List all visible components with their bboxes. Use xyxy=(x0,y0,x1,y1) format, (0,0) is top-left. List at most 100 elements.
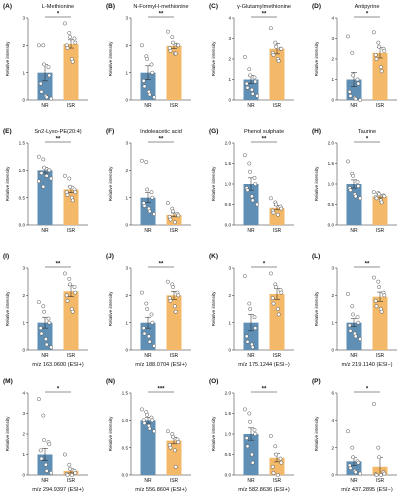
y-tick-label: 2 xyxy=(22,293,25,298)
y-tick-label: 1 xyxy=(22,452,25,457)
y-tick-label: 0.5 xyxy=(225,452,232,457)
y-tick-label: 3 xyxy=(125,16,128,21)
data-point xyxy=(62,452,67,457)
data-point xyxy=(245,188,250,193)
y-axis-label: Relative intensity xyxy=(211,291,216,326)
data-point xyxy=(42,62,47,67)
data-point xyxy=(350,445,355,450)
data-point xyxy=(139,43,144,48)
data-point xyxy=(39,331,44,336)
chart-panel-i: (I) m/z 163.0600 (ESI+) Relative intensity… xyxy=(3,253,88,368)
data-point xyxy=(145,412,150,417)
y-tick-label: 0.5 xyxy=(328,202,335,207)
y-tick-label: 0.5 xyxy=(122,445,129,450)
data-point xyxy=(47,320,52,325)
data-point xyxy=(46,65,51,70)
bar-isr xyxy=(372,52,388,100)
data-point xyxy=(355,77,360,82)
y-tick-label: 1.5 xyxy=(19,141,26,146)
data-point xyxy=(64,293,69,298)
data-point xyxy=(276,312,281,317)
category-label: NR xyxy=(247,478,255,484)
chart-panel-p: (P) m/z 437.2895 (ESI−) Relative intensity… xyxy=(312,378,397,493)
data-point xyxy=(150,195,155,200)
data-point xyxy=(69,473,74,477)
category-label: ISR xyxy=(67,103,76,109)
y-tick-label: 1 xyxy=(125,195,128,200)
significance-marker: *** xyxy=(157,387,165,393)
data-point xyxy=(152,95,157,100)
data-point xyxy=(371,190,376,195)
chart-panel-o: (O) m/z 582.8636 (ESI+) Relative intensity… xyxy=(209,378,294,493)
data-point xyxy=(358,471,363,476)
data-point xyxy=(253,326,258,331)
panel-title: m/z 175.1244 (ESI−) xyxy=(238,362,290,368)
data-point xyxy=(70,198,75,203)
data-point xyxy=(152,343,157,348)
data-point xyxy=(350,304,355,309)
data-point xyxy=(139,158,144,163)
data-point xyxy=(376,279,381,284)
significance-marker: ** xyxy=(262,12,267,18)
data-point xyxy=(274,202,279,207)
data-point xyxy=(139,407,144,412)
category-label: ISR xyxy=(273,353,282,359)
y-tick-label: 0.5 xyxy=(19,195,26,200)
data-point xyxy=(168,48,173,53)
data-point xyxy=(49,96,54,101)
data-point xyxy=(275,473,280,477)
y-tick-label: 1 xyxy=(331,77,334,82)
panel-title: L-Methionine xyxy=(42,4,74,10)
data-point xyxy=(273,40,278,45)
data-point xyxy=(374,57,379,61)
y-tick-label: 0 xyxy=(228,348,231,353)
panel-letter: (E) xyxy=(3,128,12,135)
data-point xyxy=(268,26,273,31)
category-label: ISR xyxy=(273,103,282,109)
data-point xyxy=(44,173,49,178)
y-tick-label: 2 xyxy=(22,43,25,48)
panel-title: m/z 437.2895 (ESI−) xyxy=(341,487,393,493)
data-point xyxy=(67,462,72,467)
data-point xyxy=(41,157,46,162)
panel-title: Indoleacetic acid xyxy=(140,129,182,135)
data-point xyxy=(72,36,77,41)
data-point xyxy=(43,337,48,341)
y-axis-label: Relative intensity xyxy=(211,416,216,451)
data-point xyxy=(171,285,176,290)
data-point xyxy=(142,84,147,89)
category-label: ISR xyxy=(67,478,76,484)
data-point xyxy=(44,95,49,100)
data-point xyxy=(171,40,176,45)
data-point xyxy=(44,468,49,473)
data-point xyxy=(348,328,353,333)
y-tick-label: 0 xyxy=(331,98,334,103)
y-axis-label: Relative intensity xyxy=(5,416,10,451)
panel-letter: (B) xyxy=(106,3,115,10)
data-point xyxy=(348,188,353,193)
category-label: ISR xyxy=(170,228,179,234)
y-tick-label: 2 xyxy=(125,293,128,298)
y-tick-label: 1.0 xyxy=(225,432,232,437)
data-point xyxy=(147,426,152,431)
data-point xyxy=(65,298,70,303)
bar-isr xyxy=(269,293,285,350)
chart-panel-n: (N) m/z 556.8604 (ESI+) Relative intensity… xyxy=(106,378,191,493)
data-point xyxy=(351,455,356,460)
chart-panel-b: (B) N-Formyl-l-methionine Relative intensi… xyxy=(106,3,191,109)
panel-letter: (I) xyxy=(3,253,9,260)
y-tick-label: 4 xyxy=(228,16,231,21)
data-point xyxy=(274,285,279,290)
data-point xyxy=(150,320,155,325)
data-point xyxy=(244,334,249,339)
y-axis-label: Relative intensity xyxy=(5,166,10,201)
data-point xyxy=(149,312,154,317)
data-point xyxy=(168,217,173,222)
data-point xyxy=(351,73,356,78)
chart-panel-h: (H) Taurine Relative intensity 0.0 0.5 1.0 1.5… xyxy=(312,128,397,234)
category-label: NR xyxy=(350,228,358,234)
category-label: NR xyxy=(350,103,358,109)
category-label: NR xyxy=(247,228,255,234)
data-point xyxy=(65,46,70,50)
data-point xyxy=(279,206,284,211)
